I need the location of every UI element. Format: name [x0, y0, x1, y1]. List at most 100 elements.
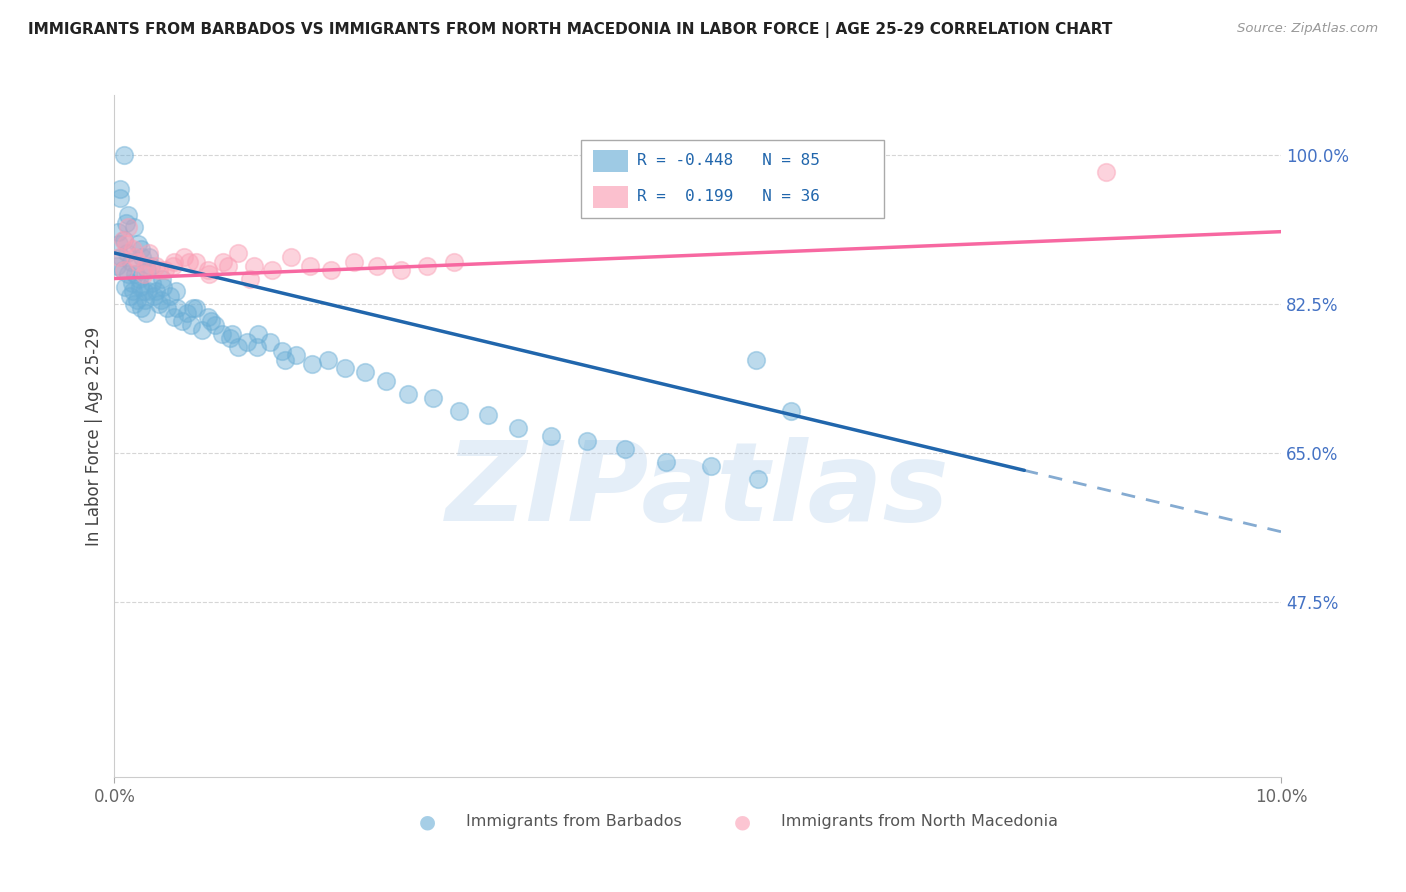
Point — [136, 263, 159, 277]
Point — [121, 276, 143, 290]
Text: R =  0.199   N = 36: R = 0.199 N = 36 — [637, 189, 820, 204]
Point — [285, 348, 308, 362]
Point — [243, 259, 266, 273]
Point — [180, 318, 202, 333]
Point — [120, 254, 142, 268]
Point — [163, 254, 186, 268]
Point — [138, 246, 160, 260]
Point — [197, 310, 219, 324]
Point — [110, 190, 132, 204]
Text: IMMIGRANTS FROM BARBADOS VS IMMIGRANTS FROM NORTH MACEDONIA IN LABOR FORCE | AGE: IMMIGRANTS FROM BARBADOS VS IMMIGRANTS F… — [28, 22, 1112, 38]
Point — [226, 340, 249, 354]
Point — [335, 361, 357, 376]
Point — [135, 306, 157, 320]
Point — [118, 288, 141, 302]
Point — [165, 285, 187, 299]
Point — [150, 293, 173, 307]
Point — [108, 250, 131, 264]
Point — [117, 268, 139, 282]
Point — [197, 263, 219, 277]
Point — [246, 326, 269, 341]
Point — [747, 472, 769, 486]
Point — [246, 340, 269, 354]
Point — [163, 310, 186, 324]
Point — [132, 268, 155, 282]
Point — [259, 335, 281, 350]
Point — [108, 237, 131, 252]
Point — [342, 254, 364, 268]
Text: R = -0.448   N = 85: R = -0.448 N = 85 — [637, 153, 820, 169]
Point — [366, 259, 388, 273]
Text: ZIPatlas: ZIPatlas — [446, 437, 949, 544]
Point — [274, 352, 297, 367]
FancyBboxPatch shape — [581, 140, 884, 218]
Point — [321, 263, 343, 277]
Point — [170, 314, 193, 328]
Point — [159, 288, 181, 302]
Point — [236, 335, 259, 350]
Point — [110, 182, 132, 196]
Point — [226, 246, 249, 260]
Point — [129, 242, 152, 256]
Point — [443, 254, 465, 268]
Text: ●: ● — [734, 813, 751, 831]
Point — [143, 288, 166, 302]
Point — [110, 250, 132, 264]
Point — [221, 326, 243, 341]
Point — [117, 246, 139, 260]
Point — [354, 365, 377, 379]
Point — [131, 250, 153, 264]
Point — [135, 259, 157, 273]
Point — [156, 301, 179, 316]
Point — [128, 271, 150, 285]
Point — [184, 301, 207, 316]
Point — [117, 208, 139, 222]
Point — [107, 225, 129, 239]
Point — [122, 220, 145, 235]
Point — [153, 263, 176, 277]
Point — [191, 323, 214, 337]
Point — [148, 297, 170, 311]
Point — [124, 268, 146, 282]
Point — [217, 259, 239, 273]
Y-axis label: In Labor Force | Age 25-29: In Labor Force | Age 25-29 — [86, 326, 103, 546]
Point — [124, 250, 146, 264]
Point — [145, 259, 167, 273]
Point — [260, 263, 283, 277]
Point — [176, 306, 198, 320]
Point — [181, 301, 204, 316]
Point — [112, 263, 135, 277]
Point — [416, 259, 439, 273]
FancyBboxPatch shape — [593, 150, 627, 171]
Point — [575, 434, 598, 448]
Point — [136, 285, 159, 299]
Point — [447, 403, 470, 417]
Point — [127, 254, 149, 268]
Point — [112, 148, 135, 162]
Point — [115, 216, 138, 230]
Point — [173, 250, 195, 264]
Point — [112, 233, 135, 247]
Point — [299, 259, 322, 273]
Point — [239, 271, 262, 285]
Point — [219, 331, 242, 345]
Point — [204, 318, 226, 333]
Point — [114, 280, 136, 294]
Point — [148, 263, 170, 277]
Point — [105, 259, 128, 273]
Point — [422, 391, 444, 405]
Text: Source: ZipAtlas.com: Source: ZipAtlas.com — [1237, 22, 1378, 36]
Point — [211, 326, 233, 341]
Point — [745, 352, 768, 367]
Point — [396, 386, 419, 401]
Point — [177, 254, 200, 268]
Point — [506, 421, 529, 435]
Point — [125, 293, 148, 307]
Point — [150, 271, 173, 285]
Point — [477, 408, 499, 422]
Point — [122, 297, 145, 311]
Point — [162, 259, 184, 273]
Point — [145, 285, 167, 299]
Point — [198, 268, 221, 282]
FancyBboxPatch shape — [593, 186, 627, 208]
